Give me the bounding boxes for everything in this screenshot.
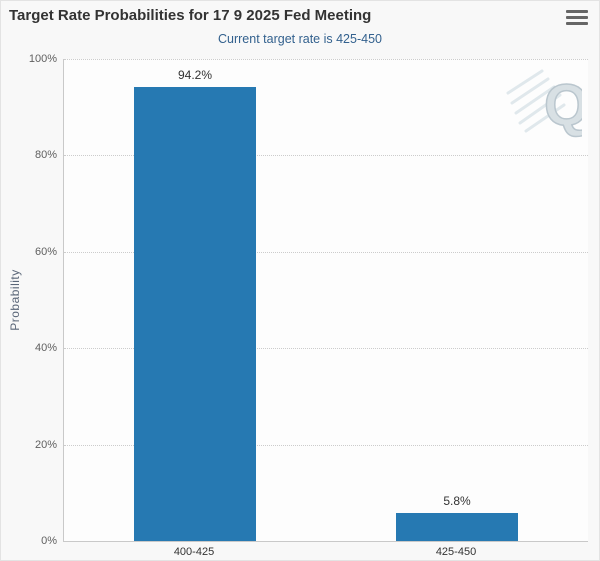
y-tick-label: 100%: [28, 53, 57, 65]
bar-column-425-450: 5.8%: [326, 59, 588, 541]
gridline: [64, 59, 588, 60]
y-tick-label: 0%: [41, 535, 57, 547]
menu-bar: [566, 22, 588, 25]
x-tick-label: 425-450: [435, 546, 477, 558]
hamburger-menu-icon[interactable]: [566, 10, 588, 25]
bar-425-450[interactable]: [396, 513, 518, 541]
x-axis-labels: 400-425 425-450: [63, 546, 587, 558]
data-label: 5.8%: [443, 494, 471, 509]
quikstrike-watermark-icon: Q: [506, 69, 582, 139]
data-label: 94.2%: [177, 67, 213, 82]
bar-series: 94.2% 5.8%: [64, 59, 588, 541]
x-tick-label: 400-425: [173, 546, 215, 558]
gridline: [64, 251, 588, 253]
y-tick-label: 60%: [34, 245, 57, 258]
gridline: [64, 348, 588, 350]
bar-column-400-425: 94.2%: [64, 59, 326, 541]
chart-title: Target Rate Probabilities for 17 9 2025 …: [9, 7, 372, 24]
chart-subtitle: Current target rate is 425-450: [218, 32, 382, 46]
watermark-letter: Q: [544, 73, 582, 138]
y-tick-label: 80%: [34, 149, 57, 162]
plot-area: 0% 20% 40% 60% 80% 100% Q 94.2% 5.8%: [29, 53, 588, 547]
menu-bar: [566, 16, 588, 19]
y-axis-title: Probability: [8, 269, 22, 331]
bar-400-425[interactable]: [134, 86, 256, 541]
gridline: [64, 444, 588, 446]
menu-bar: [566, 10, 588, 13]
y-tick-label: 40%: [34, 342, 57, 355]
gridline: [64, 155, 588, 157]
y-tick-label: 20%: [34, 438, 57, 451]
